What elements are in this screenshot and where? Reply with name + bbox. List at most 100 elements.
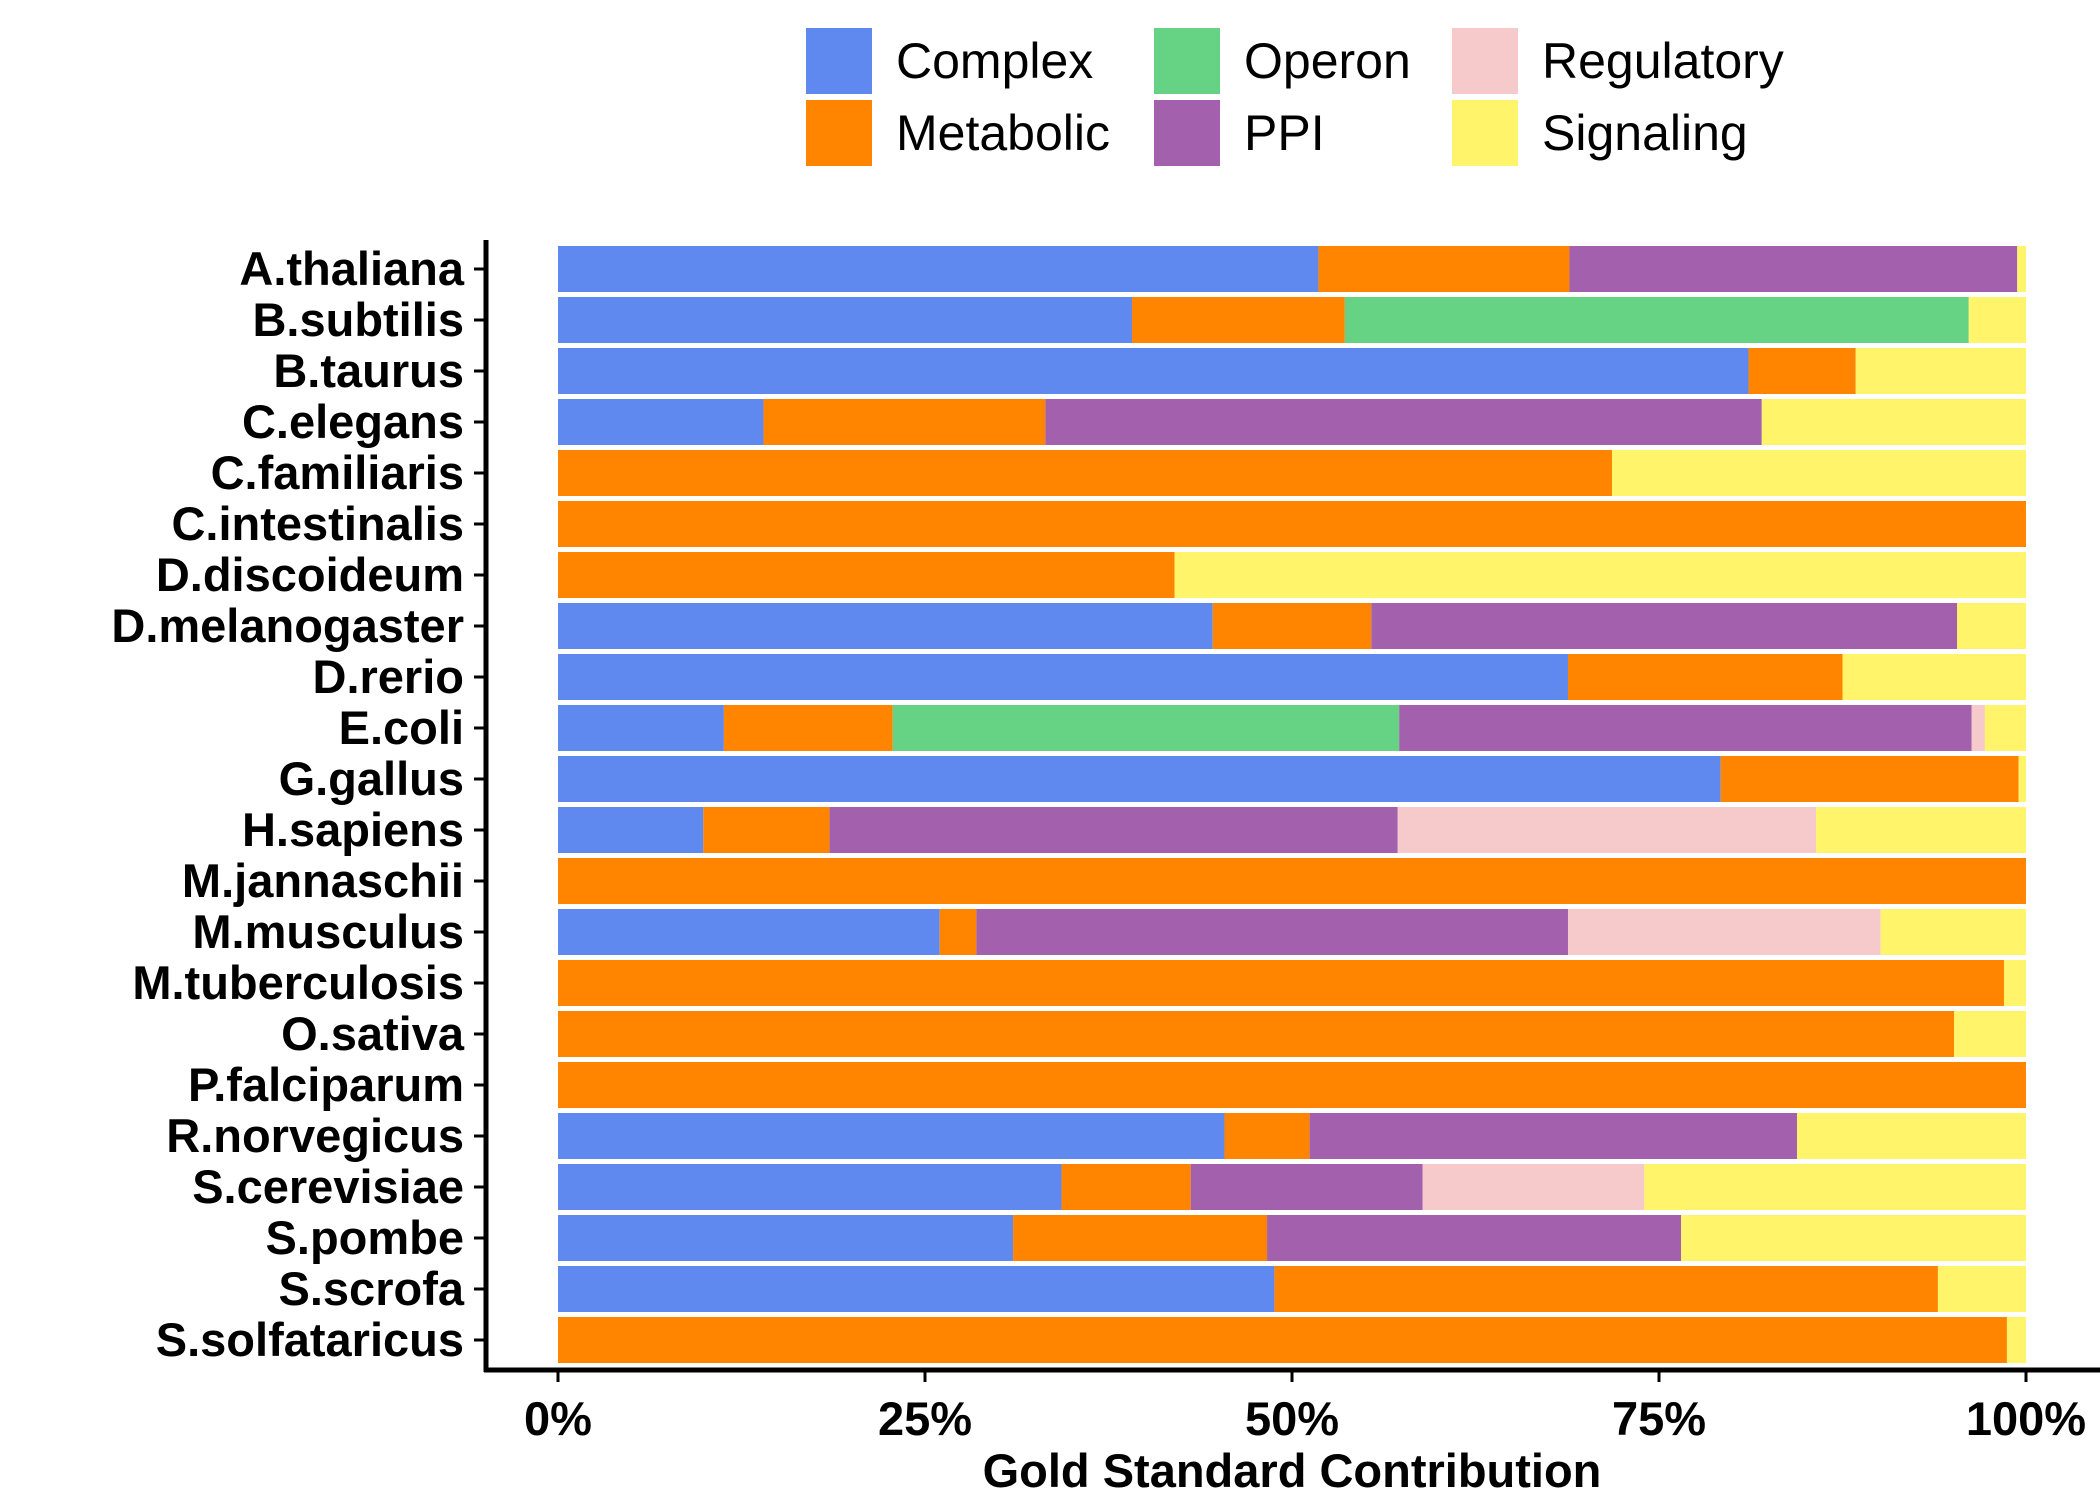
- bar-segment-operon: [892, 705, 1400, 751]
- bar-row: [558, 603, 2026, 649]
- bar-segment-metabolic: [558, 858, 2026, 904]
- bar-segment-metabolic: [1318, 246, 1570, 292]
- y-tick-label: R.norvegicus: [166, 1109, 464, 1162]
- x-axis-title: Gold Standard Contribution: [983, 1444, 1602, 1497]
- bar-segment-signaling: [1937, 1266, 2026, 1312]
- y-tick-label: C.familiaris: [211, 446, 464, 499]
- bar-segment-ppi: [1309, 1113, 1797, 1159]
- bar-row: [558, 552, 2026, 598]
- bar-segment-ppi: [1399, 705, 1972, 751]
- bar-row: [558, 1011, 2026, 1057]
- bar-row: [558, 960, 2026, 1006]
- y-tick-label: H.sapiens: [242, 803, 464, 856]
- bar-segment-signaling: [1855, 348, 2026, 394]
- bar-row: [558, 246, 2026, 292]
- bar-segment-complex: [558, 246, 1319, 292]
- bar-segment-signaling: [2017, 246, 2026, 292]
- legend-label: Regulatory: [1542, 33, 1784, 89]
- legend-swatch: [806, 28, 872, 94]
- bar-segment-signaling: [1644, 1164, 2026, 1210]
- y-tick-label: O.sativa: [281, 1007, 465, 1060]
- y-tick-label: C.elegans: [242, 395, 464, 448]
- bar-segment-metabolic: [558, 450, 1613, 496]
- bar-segment-metabolic: [1131, 297, 1345, 343]
- y-tick-label: D.rerio: [313, 650, 465, 703]
- bar-segment-complex: [558, 1266, 1275, 1312]
- bar-segment-complex: [558, 909, 940, 955]
- y-tick-label: M.jannaschii: [182, 854, 464, 907]
- bar-segment-metabolic: [1720, 756, 2019, 802]
- bar-row: [558, 1266, 2026, 1312]
- bar-row: [558, 1317, 2026, 1363]
- bar-segment-signaling: [2006, 1317, 2026, 1363]
- bar-segment-metabolic: [558, 1317, 2007, 1363]
- legend-label: PPI: [1244, 105, 1325, 161]
- x-tick-label: 100%: [1966, 1392, 2086, 1445]
- y-tick-label: D.melanogaster: [111, 599, 464, 652]
- legend-item-complex: Complex: [806, 28, 1093, 94]
- bar-segment-metabolic: [1212, 603, 1372, 649]
- bar-segment-signaling: [1612, 450, 2026, 496]
- legend-item-operon: Operon: [1154, 28, 1411, 94]
- bar-segment-metabolic: [558, 552, 1175, 598]
- bar-row: [558, 399, 2026, 445]
- bar-segment-ppi: [1267, 1215, 1682, 1261]
- y-tick-label: G.gallus: [279, 752, 464, 805]
- bar-segment-complex: [558, 756, 1721, 802]
- bar-segment-operon: [1344, 297, 1969, 343]
- bar-segment-signaling: [1984, 705, 2026, 751]
- legend-swatch: [1452, 100, 1518, 166]
- bar-segment-complex: [558, 705, 724, 751]
- bar-segment-complex: [558, 1113, 1225, 1159]
- legend-item-metabolic: Metabolic: [806, 100, 1110, 166]
- bar-segment-metabolic: [558, 1062, 2026, 1108]
- bar-segment-signaling: [1957, 603, 2026, 649]
- legend: Complex Metabolic Operon PPI Regulatory Signa…: [806, 28, 1784, 166]
- bars: [558, 246, 2026, 1363]
- y-tick-label: C.intestinalis: [171, 497, 464, 550]
- bar-segment-complex: [558, 1215, 1014, 1261]
- bar-segment-complex: [558, 807, 704, 853]
- bar-segment-ppi: [976, 909, 1568, 955]
- bar-segment-signaling: [1880, 909, 2026, 955]
- bar-segment-regulatory: [1422, 1164, 1645, 1210]
- bar-segment-regulatory: [1397, 807, 1817, 853]
- axes: A.thalianaB.subtilisB.taurusC.elegansC.f…: [111, 240, 2100, 1445]
- legend-label: Operon: [1244, 33, 1411, 89]
- bar-segment-metabolic: [1748, 348, 1856, 394]
- bar-segment-signaling: [1816, 807, 2026, 853]
- bar-segment-metabolic: [558, 1011, 1955, 1057]
- bar-segment-ppi: [1371, 603, 1958, 649]
- bar-row: [558, 756, 2026, 802]
- x-tick-label: 25%: [878, 1392, 972, 1445]
- bar-segment-complex: [558, 399, 764, 445]
- bar-segment-metabolic: [703, 807, 830, 853]
- bar-row: [558, 654, 2026, 700]
- bar-row: [558, 909, 2026, 955]
- bar-row: [558, 858, 2026, 904]
- bar-segment-metabolic: [1274, 1266, 1938, 1312]
- bar-row: [558, 450, 2026, 496]
- bar-segment-metabolic: [1567, 654, 1843, 700]
- legend-swatch: [1154, 28, 1220, 94]
- y-tick-label: S.cerevisiae: [192, 1160, 464, 1213]
- x-tick-label: 50%: [1245, 1392, 1339, 1445]
- bar-segment-signaling: [1954, 1011, 2026, 1057]
- bar-row: [558, 1215, 2026, 1261]
- bar-row: [558, 1164, 2026, 1210]
- bar-segment-metabolic: [939, 909, 977, 955]
- y-tick-label: B.taurus: [273, 344, 464, 397]
- x-tick-label: 75%: [1612, 1392, 1706, 1445]
- bar-segment-regulatory: [1971, 705, 1985, 751]
- bar-segment-complex: [558, 603, 1213, 649]
- y-tick-label: A.thaliana: [239, 242, 464, 295]
- bar-segment-ppi: [1569, 246, 2018, 292]
- y-tick-label: M.musculus: [192, 905, 464, 958]
- legend-item-ppi: PPI: [1154, 100, 1325, 166]
- bar-segment-metabolic: [723, 705, 893, 751]
- legend-label: Metabolic: [896, 105, 1110, 161]
- y-tick-label: E.coli: [339, 701, 464, 754]
- bar-row: [558, 1113, 2026, 1159]
- bar-segment-signaling: [1761, 399, 2026, 445]
